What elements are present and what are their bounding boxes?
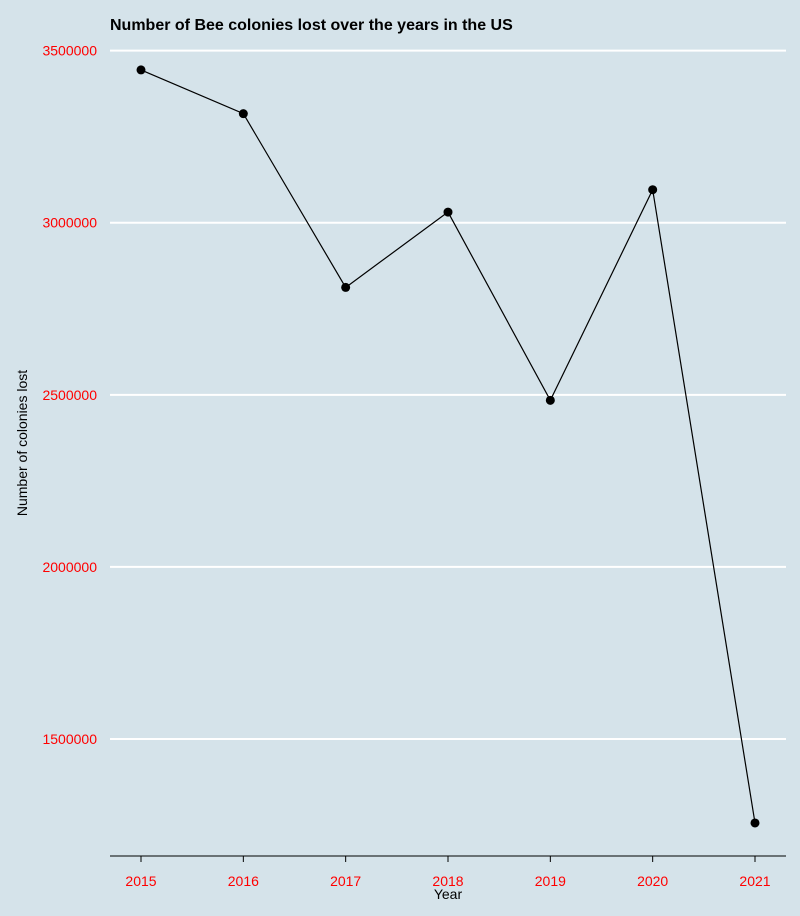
series-layer — [140, 69, 756, 824]
x-tick-label: 2016 — [228, 873, 259, 889]
y-axis-tick-labels: 1500000 2000000 2500000 3000000 3500000 — [42, 43, 97, 747]
y-tick-label: 2000000 — [42, 559, 97, 575]
x-tick-label: 2020 — [637, 873, 668, 889]
y-tick-label: 2500000 — [42, 387, 97, 403]
x-axis-tick-labels: 2015 2016 2017 2018 2019 2020 2021 — [125, 873, 770, 889]
x-tick-label: 2018 — [432, 873, 463, 889]
y-tick-label: 3000000 — [42, 215, 97, 231]
chart-title: Number of Bee colonies lost over the yea… — [110, 17, 513, 34]
y-tick-label: 1500000 — [42, 731, 97, 747]
y-axis-title: Number of colonies lost — [14, 370, 30, 516]
x-tick-label: 2017 — [330, 873, 361, 889]
data-point — [750, 818, 760, 828]
data-point — [545, 395, 555, 405]
points-layer — [136, 65, 760, 828]
x-axis-title: Year — [434, 886, 463, 902]
x-tick-label: 2019 — [535, 873, 566, 889]
x-tick-label: 2021 — [739, 873, 770, 889]
data-point — [443, 207, 453, 217]
data-point — [238, 109, 248, 119]
data-point — [136, 65, 146, 75]
x-tick-label: 2015 — [125, 873, 156, 889]
series-line — [140, 69, 756, 824]
data-point — [341, 282, 351, 292]
gridlines — [110, 49, 786, 740]
x-axis-ticks — [140, 856, 756, 862]
y-tick-label: 3500000 — [42, 43, 97, 59]
data-point — [648, 185, 658, 195]
